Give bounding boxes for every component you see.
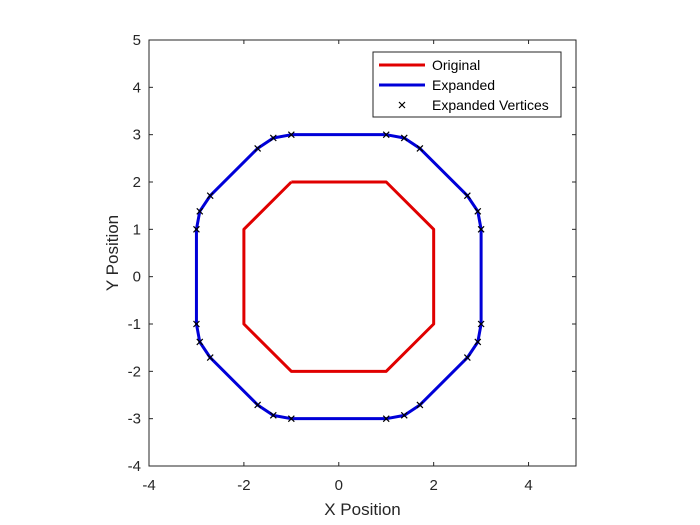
vertex-marker [382, 415, 390, 423]
legend-marker [398, 101, 406, 109]
legend-item-expanded-vertices: Expanded Vertices [398, 97, 549, 113]
x-tick-label: 2 [429, 477, 437, 494]
vertex-marker [474, 207, 482, 215]
y-tick-label: 3 [133, 127, 141, 144]
x-tick-label: 0 [335, 477, 343, 494]
vertex-marker [382, 131, 390, 139]
vertex-marker [254, 144, 262, 152]
y-tick-label: 2 [133, 174, 141, 191]
y-tick-label: -3 [128, 411, 141, 428]
series-line-original [242, 180, 436, 373]
y-tick-label: 4 [133, 79, 141, 96]
vertex-marker [416, 144, 424, 152]
vertex-marker [206, 354, 214, 362]
x-tick-label: 4 [524, 477, 532, 494]
vertex-marker [477, 320, 485, 328]
vertex-marker [196, 338, 204, 346]
vertex-marker [400, 134, 408, 142]
legend-label: Original [432, 57, 480, 73]
ticks-layer: -4 -2 0 2 4 -4 -3 -2 -1 0 1 2 3 4 5 [128, 32, 576, 494]
vertex-marker [269, 411, 277, 419]
legend: Original Expanded Expanded Vertices [372, 51, 562, 118]
y-tick-label: -1 [128, 316, 141, 333]
y-tick-label: 1 [133, 221, 141, 238]
vertex-marker [463, 192, 471, 200]
vertex-marker [269, 134, 277, 142]
x-tick-label: -2 [237, 477, 250, 494]
y-tick-label: 5 [133, 32, 141, 49]
vertex-marker [193, 225, 200, 233]
y-tick-label: -4 [128, 458, 141, 475]
x-axis-title: X Position [324, 500, 401, 519]
vertex-marker [477, 225, 485, 233]
vertex-marker [416, 401, 424, 409]
legend-item-expanded: Expanded [379, 77, 495, 93]
vertex-marker [474, 338, 482, 346]
x-tick-label: -4 [142, 477, 155, 494]
plot-frame [148, 39, 577, 467]
vertex-marker [400, 411, 408, 419]
vertex-marker [196, 207, 204, 215]
legend-item-original: Original [379, 57, 480, 73]
vertex-marker [206, 192, 214, 200]
vertex-marker [287, 131, 295, 139]
vertex-marker [193, 320, 200, 328]
y-tick-label: -2 [128, 363, 141, 380]
series-layer [193, 131, 485, 423]
legend-label: Expanded Vertices [432, 97, 549, 113]
legend-label: Expanded [432, 77, 495, 93]
vertex-marker [254, 401, 262, 409]
y-axis-title: Y Position [103, 215, 122, 291]
y-tick-label: 0 [133, 269, 141, 286]
vertex-marker [287, 415, 295, 423]
vertex-marker [463, 354, 471, 362]
